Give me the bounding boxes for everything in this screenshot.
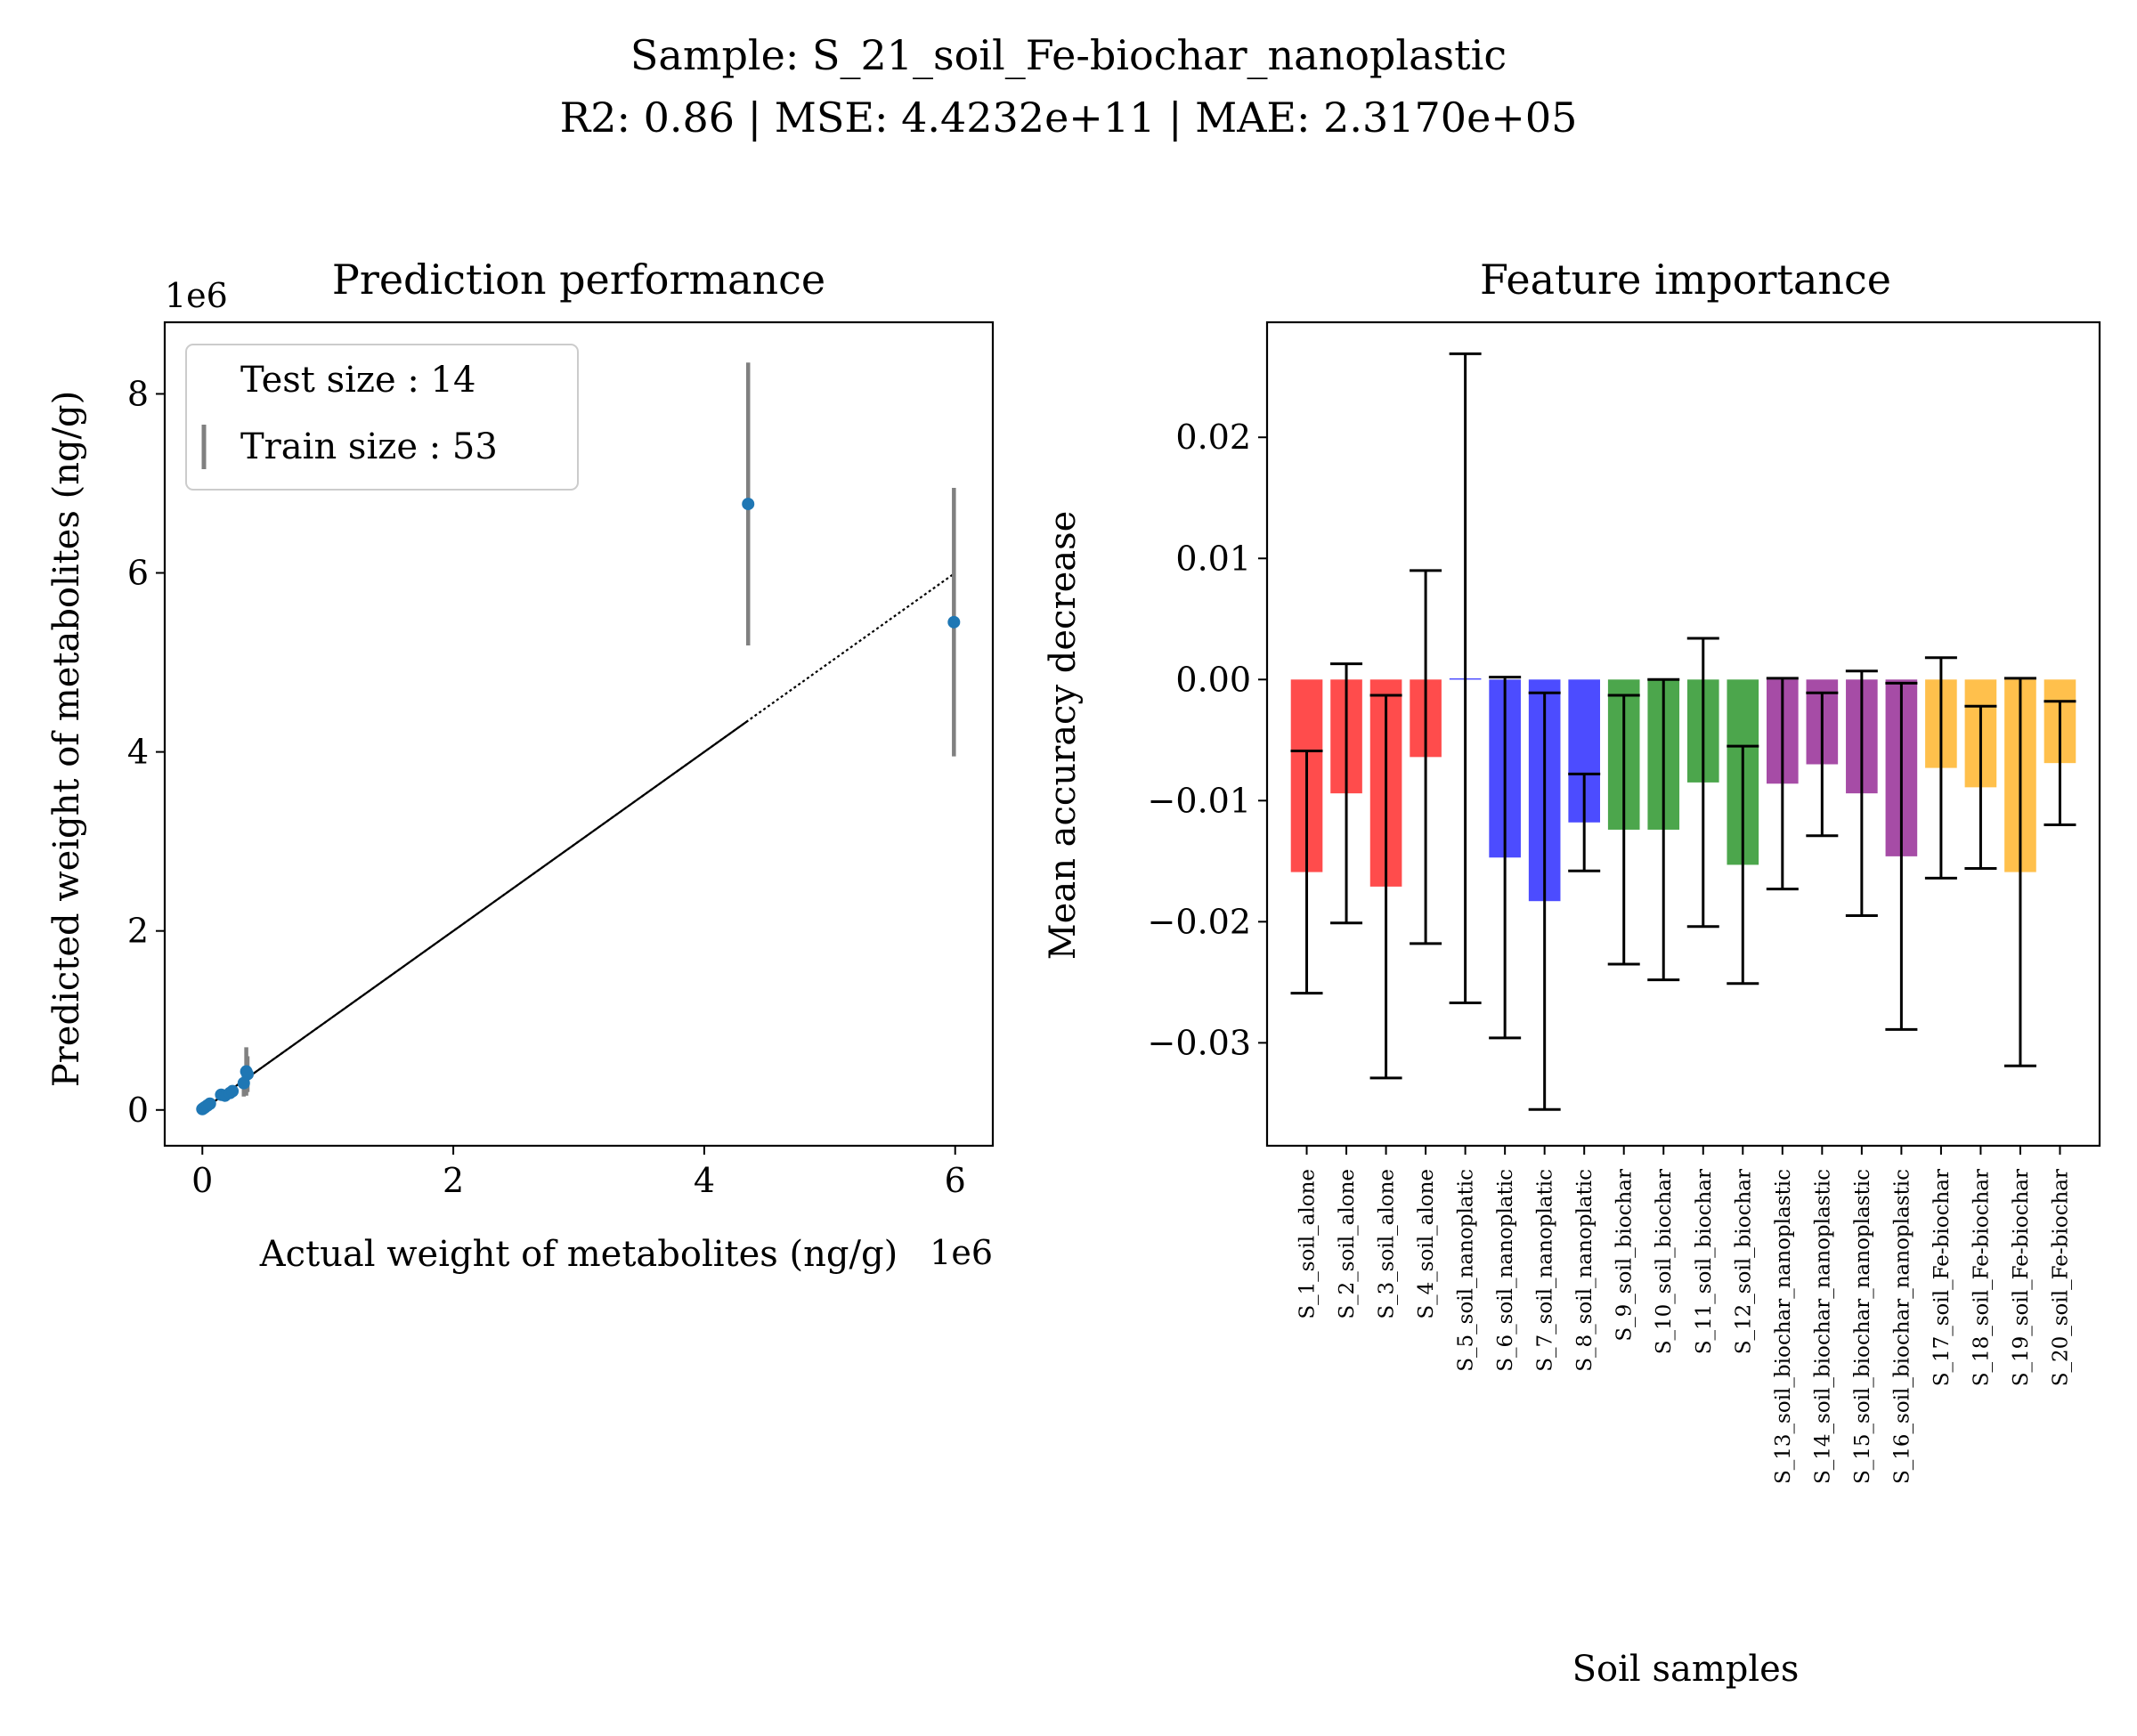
right-x-tick-label: S_12_soil_biochar [1732,1169,1755,1354]
data-point [241,1067,254,1081]
data-point [947,615,961,629]
right-x-axis-label: Soil samples [1572,1649,1800,1690]
right-x-tick-label: S_7_soil_nanoplatic [1534,1169,1557,1372]
left-plot-marks [196,362,961,1115]
left-x-multiplier: 1e6 [930,1233,993,1272]
right-y-tick-label: −0.01 [1148,781,1251,820]
right-x-tick-label: S_3_soil_alone [1376,1169,1399,1319]
left-axis-ticks: 0 2 4 6 0 2 4 6 8 [127,374,966,1200]
right-x-tick-label: S_17_soil_Fe-biochar [1930,1169,1954,1386]
right-axis-ticks: 0.02 0.01 0.00 −0.01 −0.02 −0.03 S_1_soil_alon… [1148,418,2073,1484]
right-x-tick-label: S_19_soil_Fe-biochar [2010,1169,2033,1386]
left-x-tick-label: 6 [945,1161,966,1200]
right-x-tick-label: S_9_soil_biochar [1613,1169,1637,1342]
right-y-tick-label: 0.00 [1175,660,1251,699]
data-point [203,1097,216,1110]
left-legend: Test size : 14 Train size : 53 [185,344,579,491]
left-y-multiplier: 1e6 [165,276,228,315]
left-x-tick-label: 2 [443,1161,464,1200]
reference-line [201,572,956,1111]
right-x-tick-label: S_2_soil_alone [1336,1169,1359,1319]
right-x-tick-label: S_10_soil_biochar [1653,1169,1676,1354]
fit-line-solid [201,719,749,1111]
right-x-tick-label: S_20_soil_Fe-biochar [2049,1169,2072,1386]
right-x-tick-label: S_18_soil_Fe-biochar [1970,1169,1993,1386]
right-x-tick-label: S_1_soil_alone [1296,1169,1320,1319]
right-plot-marks [1290,352,2076,1111]
right-x-tick-label: S_11_soil_biochar [1693,1169,1716,1354]
right-plot-frame [1265,320,2101,1148]
right-x-tick-label: S_5_soil_nanoplatic [1455,1169,1478,1372]
left-chart-title: Prediction performance [332,256,825,304]
legend-test-size: Test size : 14 [240,360,475,401]
right-y-tick-label: −0.02 [1148,902,1251,941]
left-y-tick-label: 0 [127,1091,149,1130]
prediction-performance-panel: Prediction performance 1e6 1e6 Actual we… [46,256,995,1275]
right-x-tick-label: S_16_soil_biochar_nanoplastic [1890,1169,1914,1484]
left-x-axis-label: Actual weight of metabolites (ng/g) [259,1234,898,1275]
right-y-tick-label: −0.03 [1148,1023,1251,1062]
left-y-tick-label: 4 [127,733,149,772]
right-y-tick-label: 0.01 [1175,539,1251,578]
left-x-tick-label: 4 [694,1161,715,1200]
legend-train-size: Train size : 53 [240,426,498,467]
figure-title-line-2: R2: 0.86 | MSE: 4.4232e+11 | MAE: 2.3170… [560,93,1578,142]
right-chart-title: Feature importance [1480,256,1891,304]
left-x-tick-label: 0 [191,1161,213,1200]
data-point [742,498,755,511]
right-x-tick-label: S_13_soil_biochar_nanoplastic [1772,1169,1795,1484]
right-x-tick-label: S_15_soil_biochar_nanoplastic [1851,1169,1874,1484]
left-y-axis-label: Predicted weight of metabolites (ng/g) [46,391,87,1087]
data-point [226,1084,240,1098]
feature-importance-panel: Feature importance Mean accuracy decreas… [1043,256,2101,1690]
legend-box [185,344,579,491]
left-y-tick-label: 6 [127,554,149,593]
left-y-tick-label: 2 [127,912,149,951]
right-x-tick-label: S_6_soil_nanoplatic [1494,1169,1517,1372]
left-plot-frame [163,320,995,1148]
right-y-axis-label: Mean accuracy decrease [1043,511,1084,961]
right-x-tick-label: S_4_soil_alone [1415,1169,1438,1319]
right-y-tick-label: 0.02 [1175,418,1251,457]
left-y-tick-label: 8 [127,374,149,413]
figure-title-line-1: Sample: S_21_soil_Fe-biochar_nanoplastic [630,31,1507,79]
right-x-tick-label: S_14_soil_biochar_nanoplastic [1811,1169,1834,1484]
right-x-tick-label: S_8_soil_nanoplatic [1573,1169,1597,1372]
